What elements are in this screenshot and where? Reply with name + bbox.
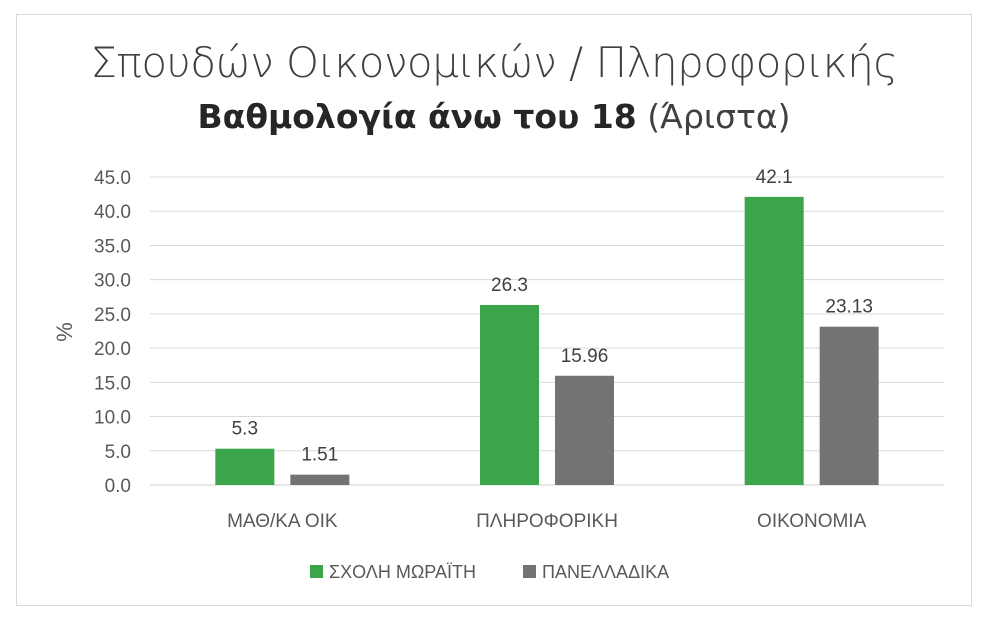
x-tick-label: ΜΑΘ/ΚΑ ΟΙΚ — [227, 511, 338, 532]
bar-value-label: 1.51 — [301, 445, 338, 466]
legend: ΣΧΟΛΗ ΜΩΡΑΪΤΗ ΠΑΝΕΛΛΑΔΙΚΑ — [310, 562, 669, 582]
x-tick-label: ΟΙΚΟΝΟΜΙΑ — [757, 511, 867, 532]
chart-subtitle-rest: (Άριστα) — [647, 97, 791, 136]
y-tick-label: 35.0 — [94, 236, 131, 257]
y-tick-label: 40.0 — [94, 202, 131, 223]
gridlines — [150, 176, 944, 486]
bar — [819, 326, 879, 485]
legend-label: ΣΧΟΛΗ ΜΩΡΑΪΤΗ — [329, 562, 476, 582]
legend-swatch — [310, 565, 323, 578]
y-tick-label: 5.0 — [105, 442, 131, 463]
x-tick-label: ΠΛΗΡΟΦΟΡΙΚΗ — [476, 511, 618, 532]
chart-subtitle-bold: Βαθμολογία άνω του 18 — [197, 97, 637, 136]
legend-label: ΠΑΝΕΛΛΑΔΙΚΑ — [542, 562, 669, 582]
bar — [290, 474, 350, 485]
bar — [555, 375, 614, 485]
y-axis-ticks: 0.0 5.0 10.0 15.0 20.0 25.0 30.0 35.0 40.0 45.0 — [94, 168, 131, 497]
y-axis-label: % — [52, 322, 77, 342]
y-tick-label: 20.0 — [94, 339, 131, 360]
chart-title: Σπουδών Οικονομικών / Πληροφορικής — [90, 38, 898, 87]
y-tick-label: 30.0 — [94, 271, 131, 292]
bar — [744, 196, 804, 486]
bar — [480, 304, 539, 485]
bar-data-labels: 5.3 1.51 26.3 15.96 42.1 23.13 — [232, 167, 873, 466]
y-tick-label: 25.0 — [94, 305, 131, 326]
bar-value-label: 26.3 — [491, 275, 528, 296]
y-tick-label: 10.0 — [94, 408, 131, 429]
legend-swatch — [523, 565, 536, 578]
bar-value-label: 23.13 — [825, 297, 873, 318]
y-tick-label: 45.0 — [94, 168, 131, 189]
y-tick-label: 15.0 — [94, 373, 131, 394]
bar — [215, 448, 275, 485]
bar-value-label: 5.3 — [232, 419, 258, 440]
bars — [215, 196, 879, 486]
bar-value-label: 15.96 — [561, 346, 609, 367]
y-tick-label: 0.0 — [105, 476, 131, 497]
x-axis-ticks: ΜΑΘ/ΚΑ ΟΙΚ ΠΛΗΡΟΦΟΡΙΚΗ ΟΙΚΟΝΟΜΙΑ — [227, 511, 866, 532]
bar-value-label: 42.1 — [756, 167, 793, 188]
chart-subtitle: Βαθμολογία άνω του 18 (Άριστα) — [0, 97, 988, 136]
